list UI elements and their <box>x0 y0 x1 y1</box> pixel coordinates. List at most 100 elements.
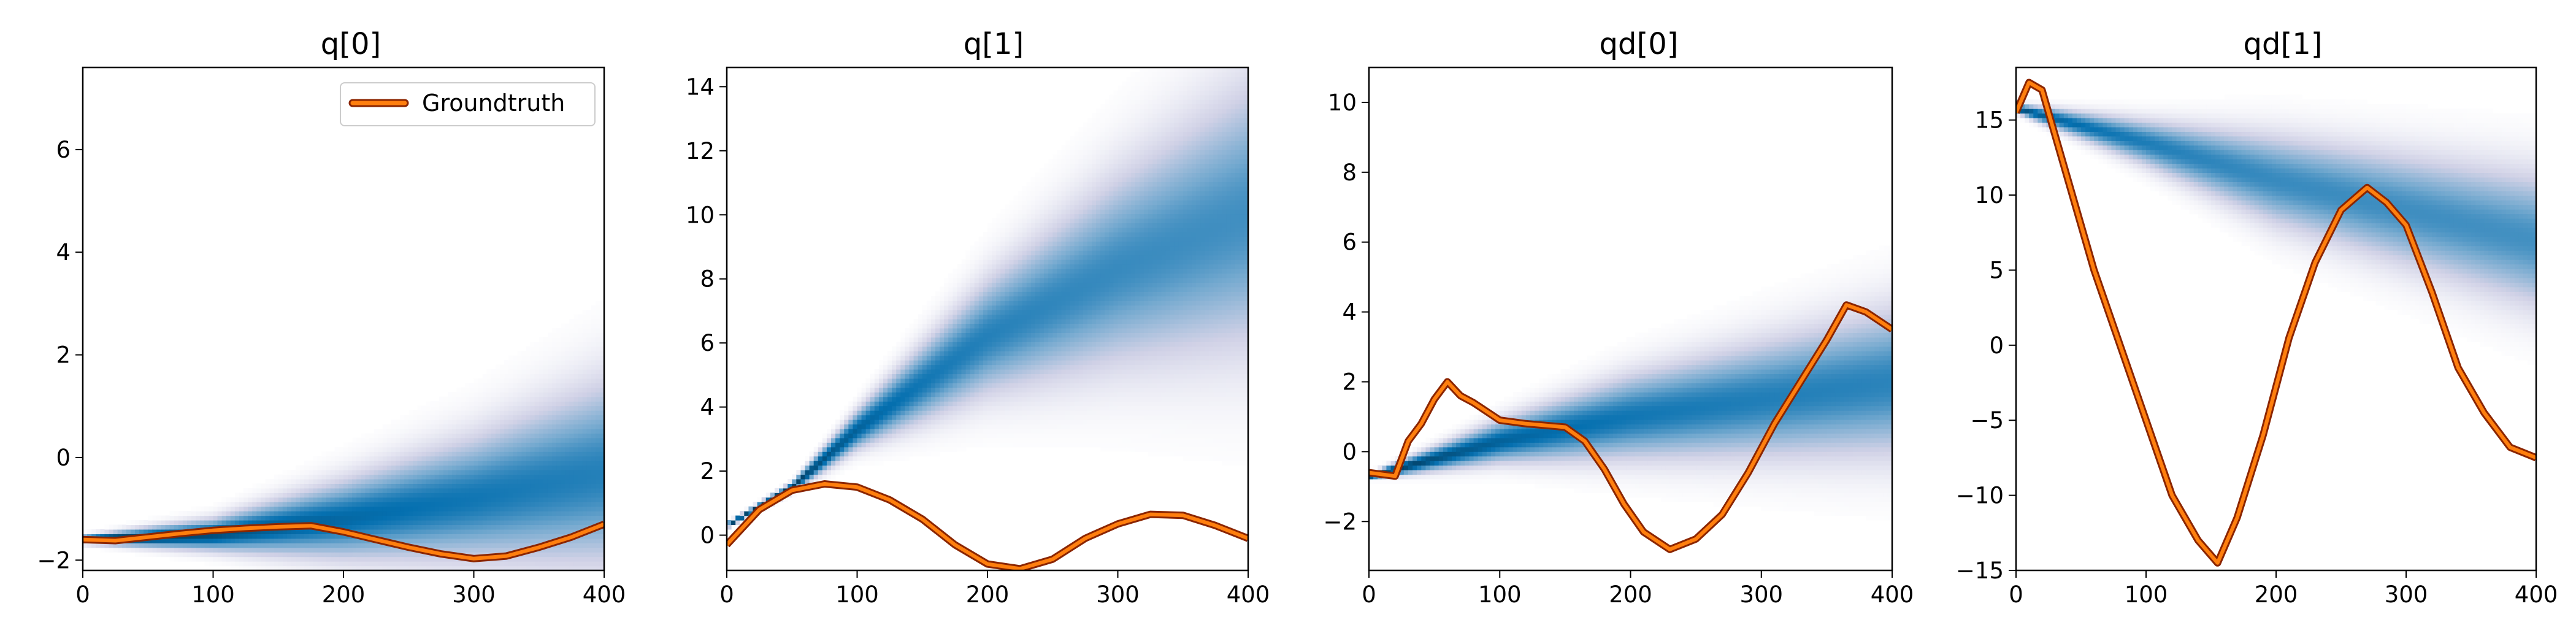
heatmap-cell <box>573 497 579 502</box>
heatmap-cell <box>965 360 971 366</box>
heatmap-cell <box>586 351 592 356</box>
heatmap-cell <box>269 520 275 526</box>
heatmap-cell <box>896 401 901 407</box>
heatmap-cell <box>565 410 570 416</box>
heatmap-cell <box>334 493 340 498</box>
heatmap-cell <box>599 529 604 534</box>
heatmap-cell <box>217 515 223 521</box>
heatmap-cell <box>861 433 867 439</box>
heatmap-cell <box>970 355 975 361</box>
heatmap-cell <box>918 437 923 443</box>
heatmap-cell <box>573 360 579 366</box>
heatmap-cell <box>513 524 518 530</box>
heatmap-cell <box>191 506 196 512</box>
heatmap-cell <box>556 369 561 375</box>
heatmap-cell <box>996 332 1001 338</box>
heatmap-cell <box>296 497 301 502</box>
heatmap-cell <box>269 493 275 498</box>
heatmap-cell <box>282 506 288 512</box>
heatmap-cell <box>334 543 340 548</box>
heatmap-cell <box>552 502 557 507</box>
heatmap-cell <box>478 392 483 397</box>
heatmap-cell <box>974 342 979 347</box>
heatmap-cell <box>413 428 418 434</box>
heatmap-cell <box>892 433 897 439</box>
heatmap-cell <box>452 405 457 411</box>
heatmap-cell <box>539 447 544 452</box>
heatmap-cell <box>508 556 513 562</box>
heatmap-cell <box>161 552 166 558</box>
heatmap-cell <box>361 538 366 543</box>
heatmap-cell <box>448 493 453 498</box>
heatmap-cell <box>539 478 544 484</box>
heatmap-cell <box>922 314 927 320</box>
heatmap-cell <box>983 415 988 420</box>
heatmap-cell <box>878 442 884 448</box>
heatmap-cell <box>556 401 561 407</box>
heatmap-cell <box>965 387 971 393</box>
heatmap-cell <box>983 364 988 370</box>
heatmap-cell <box>1000 337 1005 342</box>
heatmap-cell <box>918 328 923 333</box>
heatmap-cell <box>926 323 932 329</box>
heatmap-cell <box>421 497 427 502</box>
heatmap-cell <box>282 470 288 475</box>
heatmap-cell <box>948 323 953 329</box>
heatmap-cell <box>508 465 513 470</box>
heatmap-cell <box>178 552 183 558</box>
heatmap-cell <box>974 273 979 278</box>
heatmap-cell <box>448 401 453 407</box>
heatmap-cell <box>465 424 470 429</box>
heatmap-cell <box>779 483 784 489</box>
heatmap-cell <box>221 561 227 567</box>
heatmap-cell <box>978 420 984 425</box>
heatmap-cell <box>578 433 583 439</box>
heatmap-cell <box>552 520 557 526</box>
heatmap-cell <box>840 442 845 448</box>
heatmap-cell <box>983 355 988 361</box>
heatmap-cell <box>948 328 953 333</box>
heatmap-cell <box>434 410 440 416</box>
heatmap-cell <box>200 556 205 562</box>
heatmap-cell <box>992 273 997 278</box>
heatmap-cell <box>265 547 270 553</box>
heatmap-cell <box>853 428 858 434</box>
heatmap-cell <box>844 405 849 411</box>
heatmap-cell <box>983 374 988 379</box>
heatmap-cell <box>361 474 366 480</box>
heatmap-cell <box>321 465 327 470</box>
heatmap-cell <box>935 364 940 370</box>
heatmap-cell <box>987 291 992 297</box>
heatmap-cell <box>578 552 583 558</box>
heatmap-cell <box>948 364 953 370</box>
heatmap-cell <box>569 360 575 366</box>
heatmap-cell <box>461 405 466 411</box>
heatmap-cell <box>495 547 500 553</box>
heatmap-cell <box>278 556 283 562</box>
heatmap-cell <box>526 552 531 558</box>
heatmap-cell <box>452 461 457 466</box>
heatmap-cell <box>361 437 366 443</box>
heatmap-cell <box>922 447 927 452</box>
heatmap-cell <box>1009 232 1014 237</box>
heatmap-cell <box>922 332 927 338</box>
heatmap-cell <box>844 415 849 420</box>
heatmap-cell <box>552 561 557 567</box>
heatmap-cell <box>473 497 479 502</box>
heatmap-cell <box>874 415 880 420</box>
heatmap-cell <box>983 245 988 251</box>
heatmap-cell <box>953 328 958 333</box>
heatmap-cell <box>396 534 401 539</box>
heatmap-cell <box>517 447 523 452</box>
heatmap-cell <box>369 451 375 457</box>
heatmap-cell <box>326 552 331 558</box>
heatmap-cell <box>913 323 919 329</box>
heatmap-cell <box>547 461 553 466</box>
heatmap-cell <box>317 520 323 526</box>
heatmap-cell <box>561 470 565 475</box>
heatmap-cell <box>844 456 849 461</box>
heatmap-cell <box>591 323 596 329</box>
heatmap-cell <box>513 456 518 461</box>
heatmap-cell <box>1000 255 1005 260</box>
heatmap-cell <box>582 360 588 366</box>
